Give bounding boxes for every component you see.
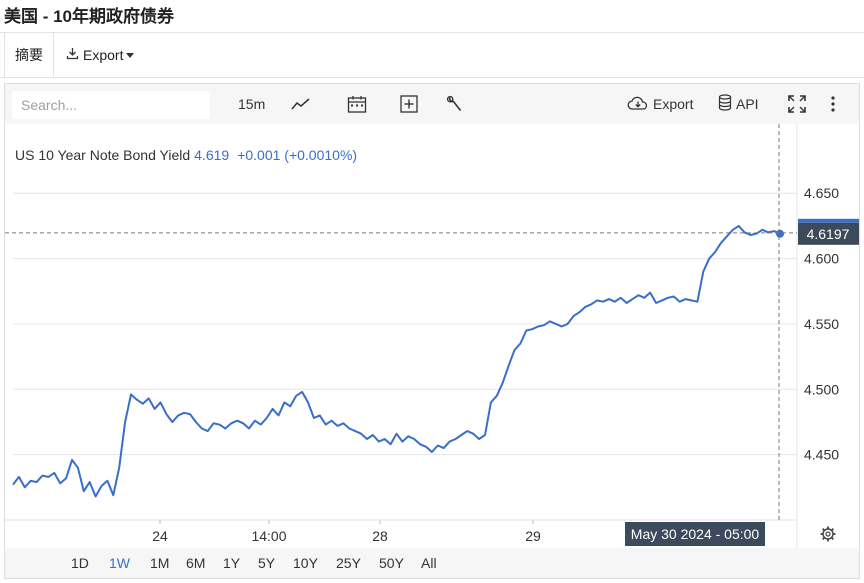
y-tick-label: 4.550 bbox=[804, 316, 839, 332]
gear-icon[interactable] bbox=[820, 526, 836, 542]
calendar-icon[interactable] bbox=[347, 92, 367, 116]
range-button-10y[interactable]: 10Y bbox=[293, 555, 318, 571]
line-chart-icon[interactable] bbox=[291, 92, 311, 116]
range-button-1m[interactable]: 1M bbox=[150, 555, 170, 571]
chart-panel: 15m Export API bbox=[4, 83, 860, 579]
export-label: Export bbox=[653, 96, 694, 112]
range-button-1y[interactable]: 1Y bbox=[223, 555, 241, 571]
tab-summary[interactable]: 摘要 bbox=[4, 33, 54, 77]
fullscreen-icon[interactable] bbox=[788, 92, 806, 116]
tabs-bar: 摘要 Export bbox=[0, 32, 864, 78]
plot-area[interactable]: 4.650 4.600 4.550 4.500 4.450 24 14:00 28 29 4.61… bbox=[5, 124, 859, 548]
cloud-download-icon bbox=[627, 95, 649, 114]
range-button-25y[interactable]: 25Y bbox=[336, 555, 361, 571]
search-input[interactable] bbox=[12, 91, 210, 119]
last-point-marker bbox=[776, 229, 784, 238]
range-button-5y[interactable]: 5Y bbox=[258, 555, 276, 571]
api-button[interactable]: API bbox=[718, 92, 759, 116]
y-tick-label: 4.600 bbox=[804, 251, 839, 267]
y-tick-label: 4.650 bbox=[804, 185, 839, 201]
more-vertical-icon[interactable] bbox=[831, 92, 835, 116]
export-menu-label: Export bbox=[83, 47, 124, 63]
price-tag-accent bbox=[798, 218, 859, 223]
x-tick-label: 29 bbox=[525, 528, 541, 544]
y-tick-label: 4.450 bbox=[804, 447, 839, 463]
date-tag-label: May 30 2024 - 05:00 bbox=[631, 526, 760, 542]
chevron-down-icon bbox=[126, 53, 135, 58]
chart-legend: US 10 Year Note Bond Yield 4.619 +0.001 (+… bbox=[15, 147, 357, 163]
series-line bbox=[12, 224, 781, 498]
price-tag-label: 4.6197 bbox=[807, 226, 850, 242]
interval-selector[interactable]: 15m bbox=[238, 96, 266, 112]
legend-series-name: US 10 Year Note Bond Yield bbox=[15, 147, 191, 163]
range-button-1w[interactable]: 1W bbox=[109, 555, 130, 571]
range-button-50y[interactable]: 50Y bbox=[379, 555, 404, 571]
api-label: API bbox=[736, 96, 759, 112]
yield-chart[interactable]: 4.650 4.600 4.550 4.500 4.450 24 14:00 28 29 4.61… bbox=[5, 124, 859, 548]
wrench-icon[interactable] bbox=[446, 92, 464, 116]
range-button-6m[interactable]: 6M bbox=[186, 555, 206, 571]
export-button[interactable]: Export bbox=[627, 92, 693, 116]
download-icon bbox=[66, 47, 79, 63]
export-menu-button[interactable]: Export bbox=[56, 33, 144, 77]
y-tick-label: 4.500 bbox=[804, 381, 839, 397]
price-tag bbox=[798, 222, 859, 245]
date-tag bbox=[625, 522, 765, 546]
x-tick-label: 14:00 bbox=[251, 528, 286, 544]
database-icon bbox=[718, 94, 732, 114]
range-button-1d[interactable]: 1D bbox=[71, 555, 89, 571]
add-indicator-icon[interactable] bbox=[400, 92, 418, 116]
legend-change: +0.001 (+0.0010%) bbox=[237, 147, 358, 163]
x-tick-label: 24 bbox=[152, 528, 168, 544]
legend-value: 4.619 bbox=[194, 147, 230, 163]
chart-toolbar: 15m Export API bbox=[5, 84, 859, 124]
range-button-all[interactable]: All bbox=[421, 555, 437, 571]
page-title: 美国 - 10年期政府债券 bbox=[4, 7, 175, 26]
range-bar: 1D 1W 1M 6M 1Y 5Y 10Y 25Y 50Y All bbox=[5, 548, 859, 578]
x-tick-label: 28 bbox=[372, 528, 388, 544]
